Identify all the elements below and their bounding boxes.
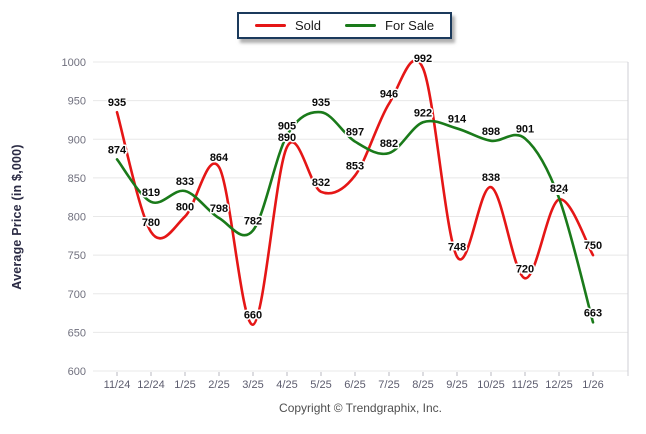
y-tick-label: 700: [68, 289, 86, 301]
x-tick-label: 1/25: [174, 379, 195, 391]
y-tick-label: 950: [68, 96, 86, 108]
data-label-for-sale: 798: [210, 203, 228, 215]
x-tick-label: 11/24: [104, 379, 131, 391]
data-label-sold: 720: [516, 263, 534, 275]
data-label-sold: 780: [142, 217, 160, 229]
legend-label-sold: Sold: [295, 18, 322, 33]
data-label-sold: 748: [448, 242, 466, 254]
y-tick-label: 750: [68, 250, 86, 262]
sold-line-swatch: [255, 24, 286, 27]
data-label-sold: 832: [312, 177, 330, 189]
x-tick-label: 8/25: [412, 379, 433, 391]
x-tick-label: 7/25: [378, 379, 399, 391]
data-label-sold: 822: [550, 185, 568, 197]
data-label-for-sale: 663: [584, 307, 602, 319]
x-tick-label: 6/25: [344, 379, 365, 391]
series-line-sold: [115, 59, 595, 326]
y-tick-label: 850: [68, 173, 86, 185]
legend-item-for-sale: For Sale: [345, 19, 434, 32]
series-line-for-sale: [115, 110, 595, 324]
x-tick-label: 11/25: [512, 379, 539, 391]
x-tick-label: 5/25: [310, 379, 331, 391]
x-tick-label: 12/24: [137, 379, 165, 391]
data-label-for-sale: 914: [448, 113, 467, 125]
data-label-sold: 946: [380, 89, 398, 101]
y-tick-label: 650: [68, 327, 86, 339]
x-tick-label: 12/25: [545, 379, 573, 391]
y-tick-label: 600: [68, 366, 86, 378]
data-label-sold: 992: [414, 53, 432, 65]
legend-label-for-sale: For Sale: [385, 18, 435, 33]
data-label-sold: 890: [278, 132, 296, 144]
for-sale-line-swatch: [345, 24, 377, 27]
data-label-for-sale: 901: [516, 123, 534, 135]
data-label-sold: 838: [482, 172, 500, 184]
x-tick-label: 3/25: [242, 379, 263, 391]
legend: Sold For Sale: [237, 12, 453, 39]
legend-item-sold: Sold: [255, 19, 321, 32]
x-tick-label: 1/26: [582, 379, 603, 391]
data-label-for-sale: 874: [108, 144, 127, 156]
data-label-sold: 853: [346, 161, 364, 173]
x-tick-label: 4/25: [276, 379, 297, 391]
y-tick-label: 800: [68, 212, 86, 224]
data-label-for-sale: 935: [312, 97, 330, 109]
data-label-for-sale: 782: [244, 215, 262, 227]
data-label-for-sale: 819: [142, 187, 160, 199]
copyright-text: Copyright © Trendgraphix, Inc.: [279, 401, 442, 415]
y-tick-label: 1000: [62, 57, 86, 69]
data-label-for-sale: 882: [380, 138, 398, 150]
data-label-for-sale: 898: [482, 126, 500, 138]
y-tick-label: 900: [68, 134, 86, 146]
data-label-sold: 800: [176, 202, 194, 214]
data-label-for-sale: 824: [550, 183, 569, 195]
data-label-sold: 750: [584, 240, 602, 252]
x-tick-label: 2/25: [208, 379, 229, 391]
data-label-sold: 935: [108, 97, 126, 109]
data-label-for-sale: 922: [414, 107, 432, 119]
data-label-sold: 864: [210, 152, 229, 164]
data-label-for-sale: 833: [176, 176, 194, 188]
data-label-for-sale: 905: [278, 120, 296, 132]
data-label-sold: 660: [244, 310, 262, 322]
data-label-for-sale: 897: [346, 127, 364, 139]
x-tick-label: 10/25: [477, 379, 505, 391]
x-tick-label: 9/25: [446, 379, 467, 391]
